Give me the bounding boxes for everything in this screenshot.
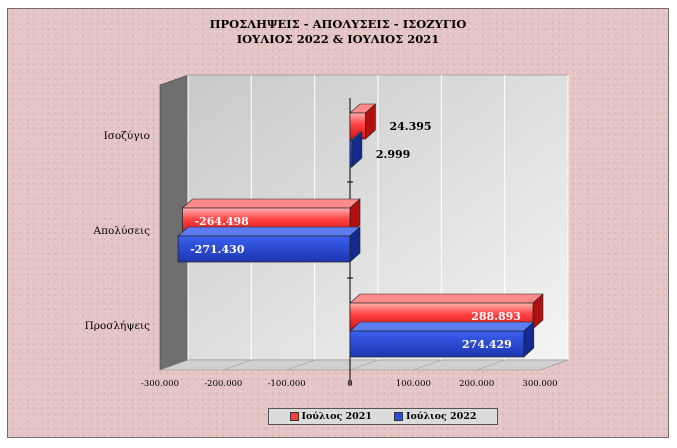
bar-data-label: 288.893 bbox=[471, 310, 521, 323]
category-label: Απολύσεις bbox=[93, 225, 151, 237]
floor-gridline bbox=[349, 359, 379, 371]
bar-data-label: 2.999 bbox=[376, 148, 410, 161]
floor-gridline bbox=[413, 359, 442, 371]
legend-label-july-2022: Ιούλιος 2022 bbox=[406, 411, 477, 422]
floor-gridline bbox=[286, 359, 315, 371]
bar-data-label: 274.429 bbox=[462, 338, 512, 351]
legend-swatch-july-2022 bbox=[394, 412, 403, 421]
bar-top-face bbox=[181, 198, 361, 209]
legend-label-july-2021: Ιούλιος 2021 bbox=[301, 411, 373, 422]
x-tick-label: -200.000 bbox=[204, 379, 242, 389]
bar bbox=[349, 140, 353, 168]
category-label: Προσλήψεις bbox=[85, 319, 151, 332]
x-tick-label: -100.000 bbox=[268, 379, 306, 389]
x-tick-label: 200.000 bbox=[459, 379, 494, 389]
floor-gridline bbox=[223, 359, 252, 371]
legend-item-july-2021: Ιούλιος 2021 bbox=[289, 411, 373, 422]
bar bbox=[349, 330, 525, 358]
bar-data-label: 24.395 bbox=[389, 120, 431, 133]
bar bbox=[177, 235, 351, 263]
chart-marks: 24.395 -264.498 288.893 2.999 -271.430 274.42… bbox=[177, 103, 544, 358]
bar-data-label: -271.430 bbox=[190, 243, 245, 256]
chart-title-line-1: ΠΡΟΣΛΗΨΕΙΣ - ΑΠΟΛΥΣΕΙΣ - ΙΣΟΖΥΓΙΟ bbox=[210, 17, 467, 31]
bar-data-label: -264.498 bbox=[194, 215, 249, 228]
floor-gridline bbox=[159, 359, 189, 371]
floor-gridline bbox=[476, 359, 505, 371]
legend: Ιούλιος 2021 Ιούλιος 2022 bbox=[268, 408, 498, 425]
bar-top-face bbox=[177, 226, 361, 237]
x-tick-label: -300.000 bbox=[141, 379, 179, 389]
legend-swatch-july-2021 bbox=[289, 412, 299, 421]
x-tick-label: 300.000 bbox=[522, 379, 557, 389]
legend-item-july-2022: Ιούλιος 2022 bbox=[394, 411, 477, 422]
x-tick-label: 100.000 bbox=[396, 379, 431, 389]
chart-title-line-2: ΙΟΥΛΙΟΣ 2022 & ΙΟΥΛΙΟΣ 2021 bbox=[237, 32, 440, 46]
floor-gridline bbox=[539, 359, 569, 371]
bar-top-face bbox=[349, 321, 535, 332]
bar-top-face bbox=[349, 293, 544, 304]
category-label: Ισοζύγιο bbox=[104, 130, 150, 142]
